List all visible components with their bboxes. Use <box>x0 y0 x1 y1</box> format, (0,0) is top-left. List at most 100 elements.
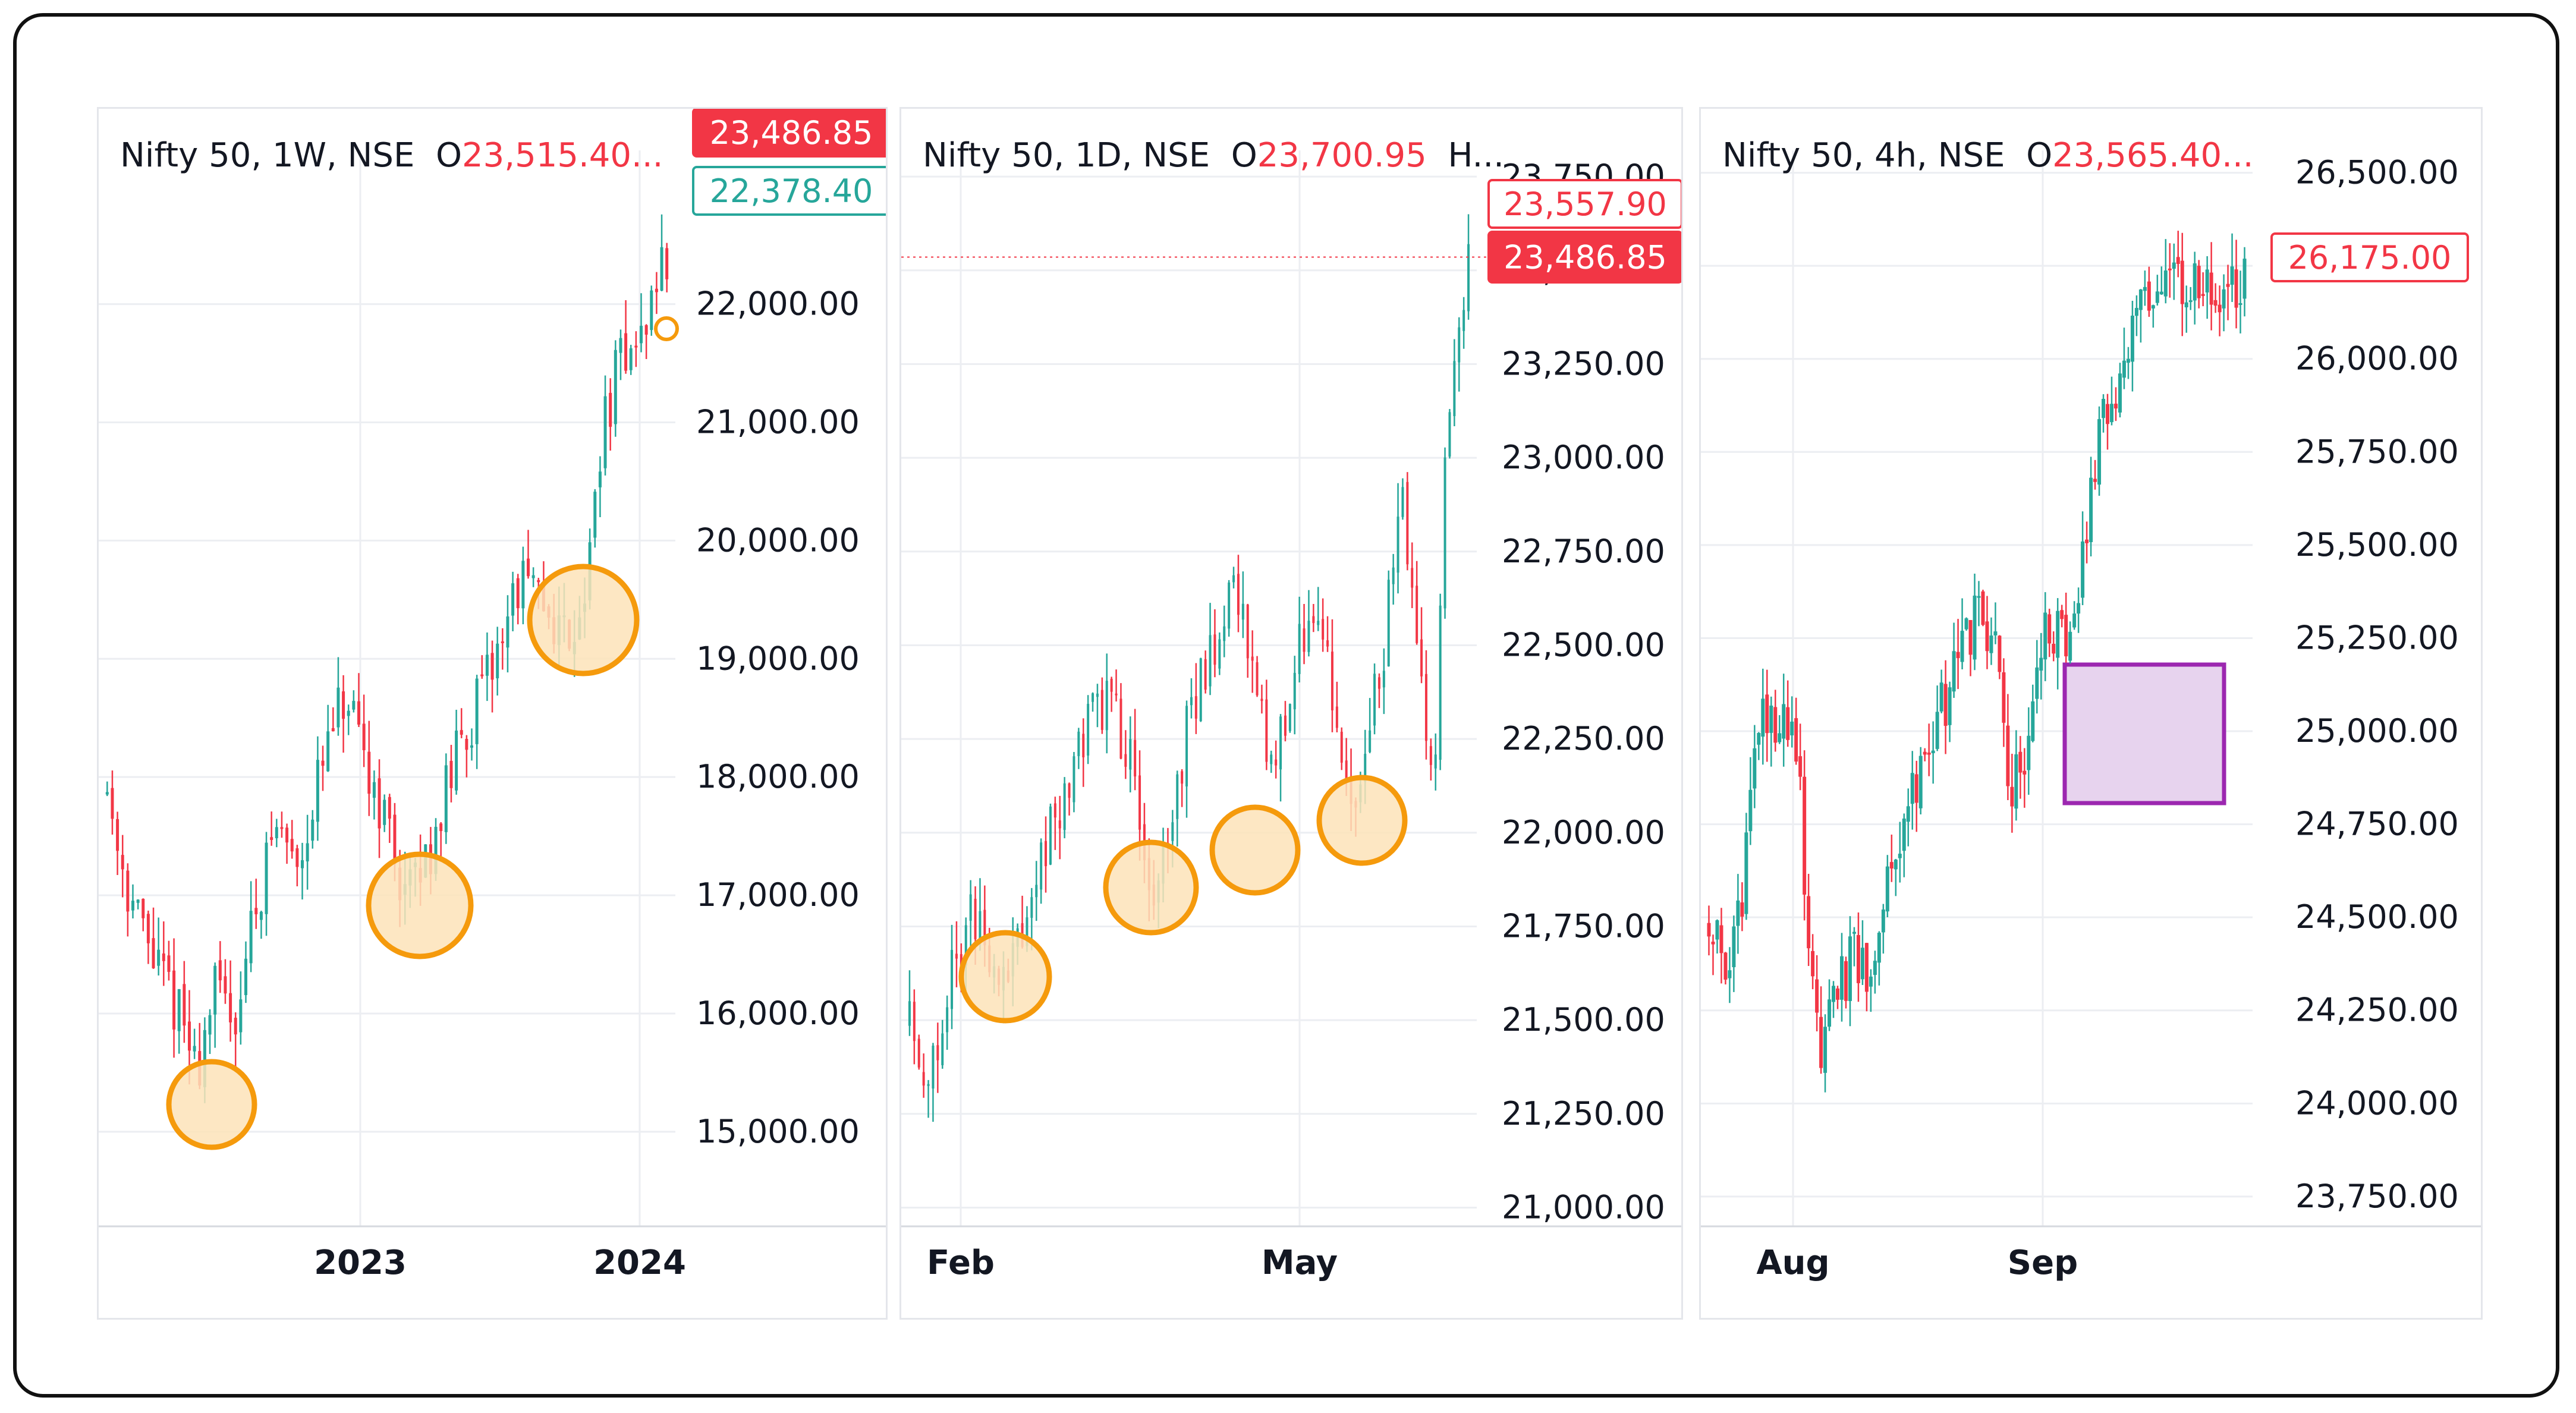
candle-body-down <box>162 953 165 961</box>
y-tick-label: 21,750.00 <box>1502 907 1665 945</box>
y-tick-label: 26,500.00 <box>2295 154 2459 191</box>
y-tick-label: 24,500.00 <box>2295 898 2459 936</box>
chart-4h-svg[interactable]: 23,750.00 24,000.00 24,250.00 24,500.00 24,7… <box>1701 109 2483 1320</box>
candle-body-down <box>1416 586 1418 643</box>
candle-body-up <box>1387 580 1390 666</box>
candle-body-up <box>1952 651 1956 692</box>
candle-body-up <box>213 965 217 1015</box>
candle-body-up <box>2014 754 2018 809</box>
chart-daily-svg[interactable]: 21,000.00 21,250.00 21,500.00 21,750.00 22,0… <box>901 109 1683 1320</box>
candle-body-up <box>249 911 253 964</box>
candle-body-up <box>1077 731 1080 756</box>
candle-body-up <box>383 800 386 825</box>
candle-body-up <box>203 1030 206 1087</box>
candle-body-down <box>1429 746 1432 765</box>
y-tick-label: 16,000.00 <box>696 995 860 1032</box>
candle-body-down <box>537 580 540 583</box>
candle-body-up <box>2205 269 2209 292</box>
candle-body-up <box>2138 289 2143 310</box>
candle-body-up <box>619 338 622 353</box>
candle-body-down <box>1204 659 1207 690</box>
candle-body-down <box>111 788 114 819</box>
candle-body-down <box>2213 300 2218 306</box>
candle-body-up <box>1977 596 1981 598</box>
candle-body-down <box>1914 774 1918 803</box>
candle-body-up <box>1293 672 1296 710</box>
candle-body-up <box>1199 658 1202 722</box>
candle-body-down <box>126 870 130 912</box>
candle-body-up <box>1185 706 1188 786</box>
candle-body-down <box>2052 643 2056 654</box>
x-tick-label: 2023 <box>314 1244 407 1282</box>
candle-body-up <box>239 999 243 1033</box>
candle-body-down <box>167 955 171 972</box>
candle-body-down <box>285 827 289 843</box>
candle-body-up <box>964 925 967 966</box>
candle-body-up <box>1948 687 1952 725</box>
candle-body-up <box>1918 756 1923 808</box>
candle-body-down <box>116 819 119 851</box>
candle-body-down <box>1335 706 1338 728</box>
candle-body-up <box>1209 635 1212 687</box>
candle-body-down <box>342 691 345 719</box>
candle-body-down <box>1786 707 1790 740</box>
candle-body-down <box>1100 690 1103 730</box>
candle-body-up <box>1040 842 1043 890</box>
candle-body-up <box>1049 806 1052 865</box>
y-tick-label: 15,000.00 <box>696 1113 860 1150</box>
candle-body-down <box>1340 731 1343 763</box>
candle-body-down <box>974 898 977 939</box>
candle-body-down <box>1110 678 1113 692</box>
candle-body-up <box>521 561 525 609</box>
candle-body-up <box>2043 612 2047 660</box>
candle-body-up <box>1228 583 1231 629</box>
candle-body-up <box>1458 327 1461 363</box>
candle-body-down <box>1819 1017 1823 1068</box>
candle-body-up <box>1373 674 1376 726</box>
candle-body-down <box>290 839 294 852</box>
candle-body-up <box>2097 419 2102 485</box>
candle-body-up <box>1270 754 1273 764</box>
chart-panel-4h[interactable]: 23,750.00 24,000.00 24,250.00 24,500.00 24,7… <box>1699 107 2483 1320</box>
candle-body-down <box>1798 756 1803 777</box>
chart-header: Nifty 50, 1W, NSE O23,515.40... <box>120 136 663 175</box>
candle-body-down <box>2180 260 2184 304</box>
candle-body-down <box>1124 754 1127 767</box>
y-tick-label: 20,000.00 <box>696 521 860 559</box>
x-tick-label: May <box>1262 1244 1338 1282</box>
candle-body-up <box>455 731 458 791</box>
candle-body-up <box>1860 948 1864 980</box>
candle-body-down <box>609 392 612 427</box>
candle-body-up <box>2184 302 2188 307</box>
candle-body-up <box>1877 933 1881 963</box>
candle-body-down <box>2234 269 2238 308</box>
chart-weekly-svg[interactable]: 15,000.00 16,000.00 17,000.00 18,000.00 19,0… <box>99 109 888 1320</box>
candle-body-up <box>640 326 643 344</box>
chart-panel-daily[interactable]: 21,000.00 21,250.00 21,500.00 21,750.00 22,0… <box>899 107 1683 1320</box>
candle-body-up <box>1715 920 1719 940</box>
candle-body-down <box>490 653 494 680</box>
candle-body-up <box>1176 774 1179 819</box>
candle-body-down <box>1794 718 1798 762</box>
candle-body-up <box>1885 866 1889 912</box>
candle-body-down <box>388 797 391 819</box>
candle-body-down <box>362 723 366 750</box>
candle-body-up <box>1732 926 1736 968</box>
candle-body-down <box>1807 896 1811 949</box>
candle-body-down <box>1811 951 1815 977</box>
candle-body-down <box>2201 294 2205 296</box>
candle-body-up <box>927 1084 930 1086</box>
chart-panel-weekly[interactable]: 15,000.00 16,000.00 17,000.00 18,000.00 19,0… <box>97 107 888 1320</box>
y-tick-label: 22,250.00 <box>1502 720 1665 757</box>
open-value: 23,515.40... <box>462 136 663 175</box>
candle-body-down <box>2147 281 2151 311</box>
candle-body-up <box>1030 897 1033 918</box>
price-label: 22,378.40 <box>710 172 873 210</box>
candle-body-up <box>2242 259 2247 299</box>
candle-body-down <box>1134 739 1137 777</box>
candle-body-up <box>2222 289 2226 309</box>
candle-body-up <box>326 731 330 772</box>
candle-body-down <box>331 728 335 732</box>
x-tick-label: Aug <box>1756 1244 1829 1282</box>
candle-body-down <box>1284 715 1287 736</box>
